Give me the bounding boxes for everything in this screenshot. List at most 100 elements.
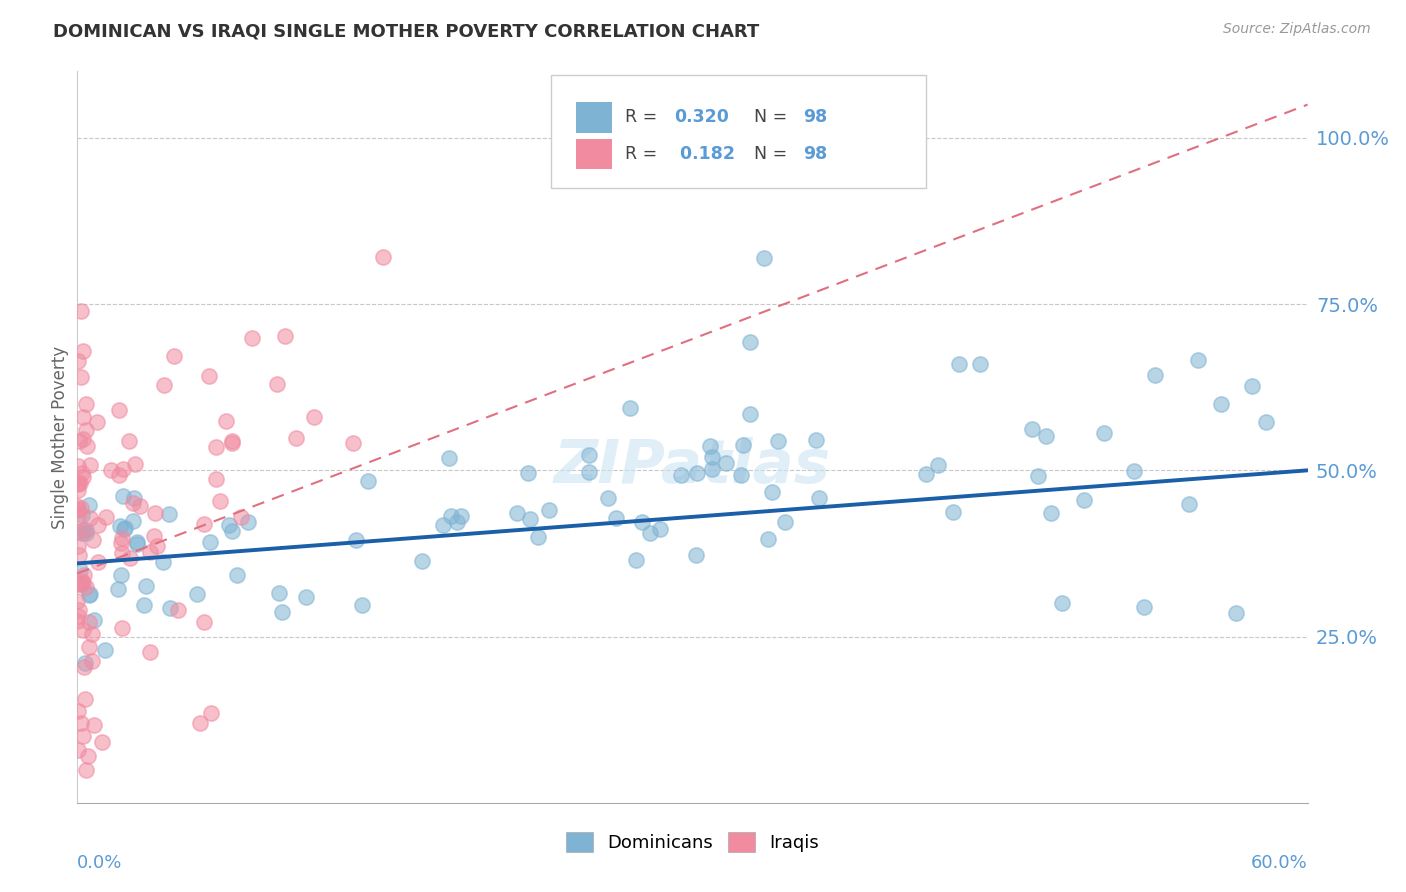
Point bbox=[605, 511, 627, 525]
Point bbox=[969, 357, 991, 371]
Point bbox=[221, 524, 243, 538]
Point bbox=[166, 603, 188, 617]
Point bbox=[948, 357, 970, 371]
Point bbox=[75, 763, 97, 777]
Point bbox=[204, 472, 226, 486]
Point bbox=[83, 718, 105, 732]
Point bbox=[285, 431, 308, 445]
Point bbox=[107, 582, 129, 596]
Point bbox=[1254, 415, 1277, 429]
Point bbox=[77, 640, 100, 654]
Point bbox=[112, 522, 135, 536]
Text: 98: 98 bbox=[803, 145, 827, 163]
Point bbox=[121, 496, 143, 510]
Point bbox=[294, 590, 316, 604]
Text: 98: 98 bbox=[803, 109, 827, 127]
Point bbox=[271, 606, 294, 620]
Point bbox=[70, 526, 93, 541]
Point bbox=[70, 303, 93, 318]
Point bbox=[1073, 492, 1095, 507]
Point bbox=[67, 476, 90, 491]
Point bbox=[1225, 607, 1247, 621]
Point bbox=[100, 463, 122, 477]
Point bbox=[344, 533, 367, 548]
Point bbox=[342, 435, 364, 450]
Point bbox=[70, 466, 93, 480]
Point bbox=[83, 613, 105, 627]
Point bbox=[927, 458, 949, 473]
Point bbox=[73, 656, 96, 670]
Point bbox=[67, 501, 90, 516]
Point bbox=[91, 735, 114, 749]
Point bbox=[686, 467, 709, 481]
Point bbox=[72, 523, 94, 537]
Point bbox=[66, 483, 89, 498]
Point bbox=[66, 540, 89, 554]
Point bbox=[357, 474, 380, 488]
Point bbox=[1178, 497, 1201, 511]
Point bbox=[226, 567, 249, 582]
Point bbox=[121, 515, 143, 529]
Point bbox=[114, 521, 136, 535]
Point bbox=[302, 410, 325, 425]
Point bbox=[82, 533, 104, 547]
Legend: Dominicans, Iraqis: Dominicans, Iraqis bbox=[558, 825, 827, 860]
FancyBboxPatch shape bbox=[551, 75, 927, 188]
Point bbox=[432, 517, 454, 532]
Point bbox=[650, 522, 672, 536]
Text: R =: R = bbox=[624, 145, 662, 163]
Point bbox=[110, 536, 132, 550]
Point bbox=[519, 511, 541, 525]
Point bbox=[66, 577, 89, 591]
Point bbox=[756, 533, 779, 547]
Point bbox=[75, 523, 97, 537]
Point bbox=[914, 467, 936, 482]
Point bbox=[76, 439, 98, 453]
Point bbox=[72, 623, 94, 637]
Point bbox=[1039, 506, 1062, 520]
Text: DOMINICAN VS IRAQI SINGLE MOTHER POVERTY CORRELATION CHART: DOMINICAN VS IRAQI SINGLE MOTHER POVERTY… bbox=[53, 22, 759, 40]
Text: N =: N = bbox=[754, 109, 793, 127]
Point bbox=[79, 510, 101, 524]
Point bbox=[108, 468, 131, 483]
Point bbox=[1241, 379, 1264, 393]
Point bbox=[440, 508, 463, 523]
Point bbox=[209, 494, 232, 508]
Point bbox=[450, 509, 472, 524]
Point bbox=[80, 654, 103, 668]
Point bbox=[1050, 596, 1073, 610]
Point bbox=[1035, 428, 1057, 442]
Text: R =: R = bbox=[624, 109, 662, 127]
Point bbox=[516, 466, 538, 480]
Point bbox=[72, 343, 94, 358]
Point bbox=[439, 451, 461, 466]
FancyBboxPatch shape bbox=[575, 102, 613, 133]
Point bbox=[506, 506, 529, 520]
Point bbox=[142, 529, 165, 543]
Point bbox=[70, 501, 93, 516]
Point bbox=[240, 330, 263, 344]
Point bbox=[221, 434, 243, 448]
Point bbox=[76, 749, 98, 764]
Point bbox=[73, 567, 96, 582]
Point bbox=[229, 510, 252, 524]
Point bbox=[740, 407, 762, 421]
Point bbox=[124, 491, 146, 505]
Point bbox=[66, 705, 89, 719]
Point bbox=[93, 642, 115, 657]
Point bbox=[157, 507, 180, 521]
Point bbox=[120, 550, 142, 565]
Point bbox=[1143, 368, 1166, 382]
Point bbox=[598, 491, 620, 505]
Point bbox=[699, 439, 721, 453]
Point bbox=[640, 525, 662, 540]
Point bbox=[79, 458, 101, 473]
Point bbox=[125, 537, 148, 551]
Point bbox=[66, 477, 89, 491]
Point bbox=[1026, 468, 1049, 483]
Point bbox=[200, 706, 222, 720]
Point bbox=[67, 602, 90, 616]
Point bbox=[112, 462, 135, 476]
Point bbox=[806, 433, 828, 447]
Point bbox=[69, 564, 91, 578]
